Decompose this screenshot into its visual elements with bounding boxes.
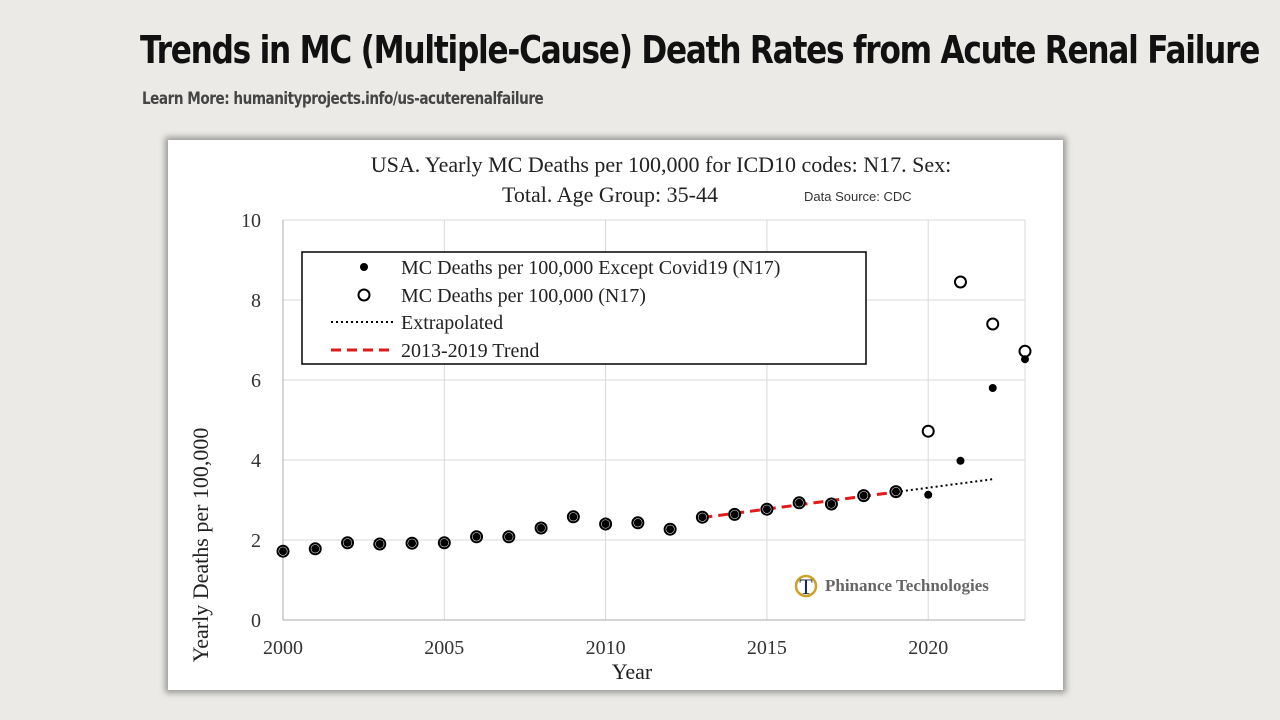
x-tick-label: 2000 [263,637,303,659]
legend-box [301,251,867,365]
data-point-except-covid [343,538,352,547]
x-tick-label: 2010 [586,637,626,659]
y-tick-label: 6 [251,370,261,392]
data-point-except-covid [279,547,287,556]
data-point-except-covid [537,524,546,532]
legend-label-extrapolated: Extrapolated [401,312,503,334]
data-point-total [953,275,967,289]
data-point-except-covid [762,505,771,514]
data-point-except-covid [569,512,578,521]
legend-label-except-covid: MC Deaths per 100,000 Except Covid19 (N1… [401,257,780,279]
y-tick-label: 4 [251,450,261,472]
data-point-except-covid [633,518,642,527]
data-point-except-covid [375,540,384,548]
legend-open-circle-marker [357,288,371,302]
x-tick-label: 2020 [908,637,948,659]
legend-label-trend: 2013-2019 Trend [401,340,539,362]
chart-card: USA. Yearly MC Deaths per 100,000 for IC… [168,140,1063,690]
data-point-except-covid [666,525,675,534]
data-point-total [986,317,1000,331]
data-point-except-covid [859,491,868,500]
data-point-except-covid [504,532,513,541]
data-point-except-covid [472,532,481,541]
y-tick-label: 8 [251,290,261,312]
legend-filled-dot-marker [360,263,368,271]
data-point-except-covid [408,539,417,548]
data-point-except-covid [891,487,900,496]
y-tick-label: 2 [251,530,261,552]
learn-more-link[interactable]: Learn More: humanityprojects.info/us-acu… [142,89,544,109]
data-point-except-covid [311,544,320,553]
y-tick-label: 0 [251,610,261,632]
data-point-except-covid [988,384,997,392]
legend: MC Deaths per 100,000 Except Covid19 (N1… [301,251,867,365]
data-point-except-covid [1021,355,1029,364]
extrapolated-line [895,478,993,493]
tick-labels: 0 2 4 6 8 10 2000 2005 2010 2015 2020 [241,210,948,659]
series-layer [276,275,1032,558]
data-point-except-covid [730,510,739,519]
watermark: T Phinance Technologies [794,574,989,599]
x-tick-label: 2015 [747,637,787,659]
page-title: Trends in MC (Multiple-Cause) Death Rate… [140,28,1260,72]
data-point-except-covid [440,538,449,547]
chart-title-line2: Total. Age Group: 35-44 [502,182,718,207]
watermark-text: Phinance Technologies [825,576,989,595]
data-point-except-covid [956,456,965,465]
y-tick-label: 10 [241,210,261,232]
data-point-except-covid [601,520,610,528]
x-axis-label: Year [612,659,653,684]
data-point-except-covid [924,490,933,499]
data-point-total [921,424,935,438]
x-tick-label: 2005 [424,637,464,659]
data-point-except-covid [698,513,707,522]
data-point-total [1018,344,1032,358]
data-point-except-covid [795,498,804,507]
y-axis-label: Yearly Deaths per 100,000 [188,428,213,663]
watermark-logo-letter: T [799,574,813,599]
legend-label-all: MC Deaths per 100,000 (N17) [401,285,646,307]
watermark-logo-icon [794,574,818,598]
chart-svg: USA. Yearly MC Deaths per 100,000 for IC… [188,152,1032,684]
chart-source-note: Data Source: CDC [804,189,912,204]
data-point-except-covid [827,500,836,508]
chart-title-line1: USA. Yearly MC Deaths per 100,000 for IC… [371,152,952,177]
